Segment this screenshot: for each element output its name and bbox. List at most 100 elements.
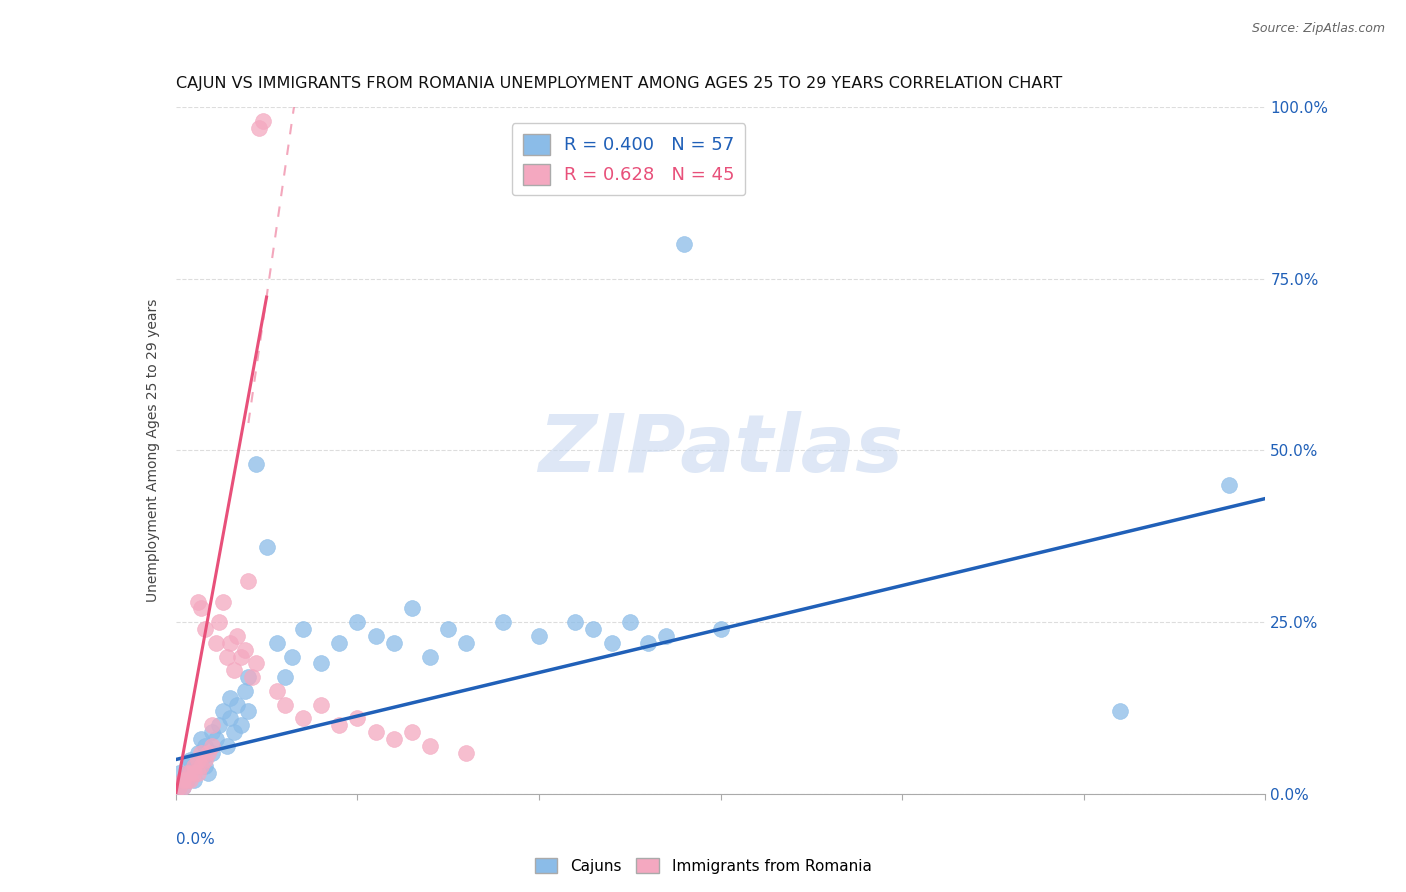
Point xyxy=(194,622,217,636)
Point xyxy=(252,113,274,128)
Point xyxy=(194,753,217,767)
Point xyxy=(527,629,550,643)
Point xyxy=(309,698,332,712)
Point xyxy=(245,657,267,671)
Point xyxy=(309,657,332,671)
Point xyxy=(419,739,441,753)
Point xyxy=(212,594,235,608)
Point xyxy=(172,780,194,794)
Point xyxy=(231,718,253,732)
Point xyxy=(419,649,441,664)
Point xyxy=(655,629,678,643)
Point xyxy=(197,766,219,780)
Point xyxy=(226,629,249,643)
Point xyxy=(238,670,260,684)
Point xyxy=(186,594,209,608)
Point xyxy=(219,711,242,725)
Point xyxy=(194,759,217,773)
Point xyxy=(233,683,256,698)
Point xyxy=(197,746,219,760)
Point xyxy=(183,759,205,773)
Point xyxy=(208,718,231,732)
Point xyxy=(346,711,368,725)
Point xyxy=(172,773,194,788)
Point xyxy=(673,237,696,252)
Text: CAJUN VS IMMIGRANTS FROM ROMANIA UNEMPLOYMENT AMONG AGES 25 TO 29 YEARS CORRELAT: CAJUN VS IMMIGRANTS FROM ROMANIA UNEMPLO… xyxy=(176,76,1062,91)
Point xyxy=(190,731,212,746)
Point xyxy=(364,629,387,643)
Point xyxy=(208,615,231,630)
Y-axis label: Unemployment Among Ages 25 to 29 years: Unemployment Among Ages 25 to 29 years xyxy=(146,299,160,602)
Point xyxy=(582,622,605,636)
Point xyxy=(222,725,245,739)
Point xyxy=(564,615,586,630)
Point xyxy=(401,601,423,615)
Point xyxy=(240,670,263,684)
Point xyxy=(456,636,478,650)
Point xyxy=(186,766,209,780)
Point xyxy=(1109,705,1132,719)
Point xyxy=(186,746,209,760)
Point xyxy=(346,615,368,630)
Point xyxy=(401,725,423,739)
Point xyxy=(328,718,350,732)
Point xyxy=(204,636,226,650)
Point xyxy=(169,780,191,794)
Point xyxy=(194,739,217,753)
Point xyxy=(266,683,288,698)
Point xyxy=(219,690,242,705)
Point xyxy=(710,622,733,636)
Point xyxy=(179,773,201,788)
Point xyxy=(1218,478,1240,492)
Point xyxy=(201,718,224,732)
Point xyxy=(233,642,256,657)
Point xyxy=(226,698,249,712)
Point xyxy=(238,705,260,719)
Point xyxy=(291,711,314,725)
Point xyxy=(204,731,226,746)
Point xyxy=(245,457,267,471)
Point xyxy=(183,766,205,780)
Point xyxy=(190,746,212,760)
Point xyxy=(201,725,224,739)
Point xyxy=(176,766,198,780)
Point xyxy=(176,773,198,788)
Point xyxy=(219,636,242,650)
Point xyxy=(238,574,260,588)
Text: Source: ZipAtlas.com: Source: ZipAtlas.com xyxy=(1251,22,1385,36)
Legend: R = 0.400   N = 57, R = 0.628   N = 45: R = 0.400 N = 57, R = 0.628 N = 45 xyxy=(512,123,745,195)
Point xyxy=(183,759,205,773)
Point xyxy=(364,725,387,739)
Point xyxy=(328,636,350,650)
Point xyxy=(179,753,201,767)
Point xyxy=(637,636,659,650)
Point xyxy=(256,540,278,554)
Legend: Cajuns, Immigrants from Romania: Cajuns, Immigrants from Romania xyxy=(529,852,877,880)
Point xyxy=(215,649,238,664)
Point xyxy=(274,670,297,684)
Point xyxy=(492,615,515,630)
Point xyxy=(172,773,194,788)
Point xyxy=(172,780,194,794)
Point xyxy=(382,731,405,746)
Point xyxy=(274,698,297,712)
Point xyxy=(169,766,191,780)
Point xyxy=(281,649,304,664)
Point xyxy=(437,622,460,636)
Point xyxy=(201,739,224,753)
Point xyxy=(190,753,212,767)
Point xyxy=(222,663,245,677)
Point xyxy=(186,753,209,767)
Point xyxy=(190,601,212,615)
Point xyxy=(215,739,238,753)
Point xyxy=(456,746,478,760)
Point xyxy=(619,615,641,630)
Point xyxy=(176,773,198,788)
Point xyxy=(169,780,191,794)
Text: ZIPatlas: ZIPatlas xyxy=(538,411,903,490)
Point xyxy=(266,636,288,650)
Point xyxy=(231,649,253,664)
Point xyxy=(183,773,205,788)
Point xyxy=(600,636,623,650)
Text: 0.0%: 0.0% xyxy=(176,831,215,847)
